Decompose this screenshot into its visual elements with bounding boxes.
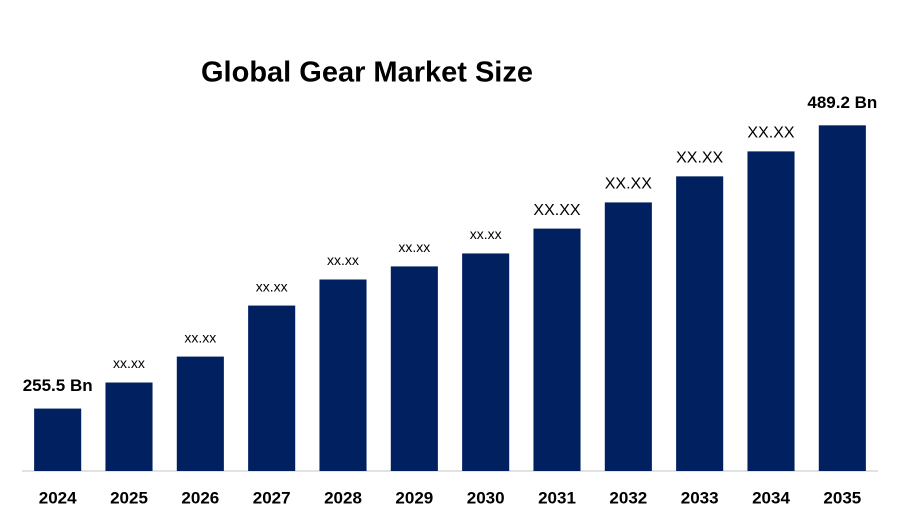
x-tick-label: 2024: [39, 488, 77, 507]
value-label: 489.2 Bn: [807, 93, 877, 112]
chart-title: Global Gear Market Size: [201, 57, 533, 89]
bar: [818, 125, 866, 471]
value-label: XX.XX: [605, 176, 652, 193]
x-tick-label: 2029: [395, 488, 433, 507]
bar: [604, 202, 652, 471]
value-label: XX.XX: [533, 202, 580, 219]
bar: [390, 266, 438, 471]
x-tick-label: 2027: [253, 488, 291, 507]
bar: [676, 176, 724, 472]
value-label: XX.XX: [747, 125, 794, 142]
value-label: xx.xx: [256, 278, 288, 294]
value-label: xx.xx: [398, 239, 430, 255]
bar: [747, 151, 795, 472]
x-tick-label: 2026: [181, 488, 219, 507]
value-label: 255.5 Bn: [23, 376, 93, 395]
value-label: XX.XX: [676, 150, 723, 167]
value-label: xx.xx: [327, 252, 359, 268]
x-tick-label: 2033: [681, 488, 719, 507]
x-tick-label: 2035: [823, 488, 861, 507]
x-tick-label: 2032: [609, 488, 647, 507]
bar: [533, 228, 581, 471]
x-tick-label: 2031: [538, 488, 576, 507]
bar: [462, 253, 510, 471]
x-tick-label: 2034: [752, 488, 790, 507]
x-tick-label: 2030: [467, 488, 505, 507]
bar: [105, 382, 153, 471]
bar: [34, 408, 82, 471]
x-tick-label: 2025: [110, 488, 148, 507]
bar: [248, 305, 296, 471]
value-label: xx.xx: [470, 226, 502, 242]
bar: [176, 356, 224, 471]
value-label: xx.xx: [113, 355, 145, 371]
value-label: xx.xx: [184, 329, 216, 345]
x-tick-label: 2028: [324, 488, 362, 507]
bar: [319, 279, 367, 471]
